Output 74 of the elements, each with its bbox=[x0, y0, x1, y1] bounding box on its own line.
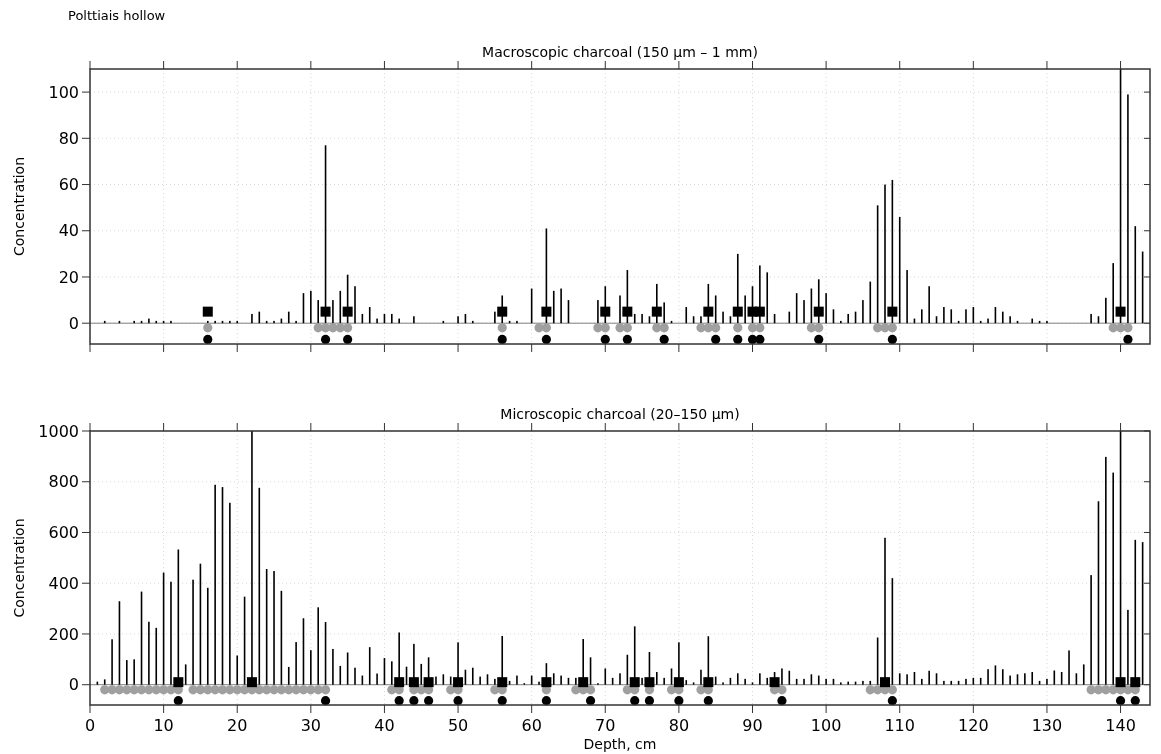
point bbox=[814, 323, 824, 333]
y-tick-label: 20 bbox=[58, 267, 79, 287]
chart-title: Microscopic charcoal (20–150 µm) bbox=[500, 406, 740, 422]
point bbox=[873, 323, 883, 333]
point bbox=[622, 334, 632, 344]
x-tick-label: 10 bbox=[153, 716, 174, 735]
y-axis-title: Concentration bbox=[11, 518, 27, 618]
y-tick-label: 200 bbox=[48, 624, 79, 644]
point bbox=[320, 306, 331, 317]
point bbox=[1123, 323, 1133, 333]
x-axis-title: Depth, cm bbox=[583, 736, 657, 752]
point bbox=[541, 323, 551, 333]
point bbox=[203, 334, 213, 344]
point bbox=[754, 306, 765, 317]
y-tick-label: 600 bbox=[48, 523, 79, 543]
x-tick-label: 130 bbox=[1031, 716, 1063, 735]
x-tick-label: 20 bbox=[227, 716, 248, 735]
y-tick-label: 800 bbox=[48, 472, 79, 492]
point bbox=[343, 334, 353, 344]
x-tick-label: 30 bbox=[300, 716, 322, 735]
point bbox=[342, 306, 353, 317]
y-tick-label: 0 bbox=[68, 675, 79, 695]
point bbox=[755, 323, 765, 333]
x-tick-label: 140 bbox=[1105, 716, 1136, 735]
x-tick-label: 90 bbox=[742, 716, 763, 735]
point bbox=[733, 334, 743, 344]
point bbox=[733, 323, 743, 333]
point bbox=[659, 323, 669, 333]
chart-title: Macroscopic charcoal (150 µm – 1 mm) bbox=[482, 44, 758, 60]
point bbox=[203, 323, 213, 333]
x-tick-label: 110 bbox=[884, 716, 915, 735]
x-tick-label: 0 bbox=[84, 716, 96, 735]
point bbox=[600, 306, 611, 317]
point bbox=[202, 306, 213, 317]
y-tick-label: 100 bbox=[48, 82, 79, 102]
point bbox=[814, 334, 824, 344]
y-tick-label: 80 bbox=[58, 128, 79, 148]
point bbox=[320, 334, 331, 344]
point bbox=[497, 334, 507, 344]
x-tick-label: 70 bbox=[595, 716, 616, 735]
x-tick-label: 40 bbox=[374, 716, 395, 735]
point bbox=[497, 306, 508, 317]
point bbox=[600, 323, 610, 333]
y-axis-title: Concentration bbox=[11, 156, 27, 257]
point bbox=[813, 306, 824, 317]
y-tick-label: 400 bbox=[48, 573, 79, 593]
x-tick-label: 100 bbox=[810, 716, 842, 735]
point bbox=[887, 306, 898, 317]
x-tick-label: 80 bbox=[668, 716, 690, 735]
point bbox=[497, 323, 507, 333]
point bbox=[541, 306, 552, 317]
point bbox=[659, 334, 669, 344]
point bbox=[343, 323, 353, 333]
point bbox=[622, 323, 632, 333]
y-tick-label: 60 bbox=[58, 175, 79, 195]
point bbox=[600, 334, 610, 344]
x-tick-label: 60 bbox=[521, 716, 542, 735]
y-tick-label: 40 bbox=[58, 221, 79, 241]
point bbox=[1115, 306, 1126, 317]
point bbox=[732, 306, 743, 317]
point bbox=[711, 334, 721, 344]
point bbox=[651, 306, 662, 317]
point bbox=[622, 306, 633, 317]
point bbox=[887, 334, 897, 344]
y-tick-label: 0 bbox=[68, 313, 79, 333]
point bbox=[755, 334, 765, 344]
x-tick-label: 120 bbox=[958, 716, 989, 735]
y-tick-label: 1000 bbox=[38, 421, 79, 441]
point bbox=[541, 334, 551, 344]
point bbox=[887, 323, 897, 333]
x-tick-label: 50 bbox=[447, 716, 469, 735]
text: Polttiais hollow bbox=[68, 8, 166, 23]
point bbox=[703, 306, 714, 317]
point bbox=[711, 323, 721, 333]
